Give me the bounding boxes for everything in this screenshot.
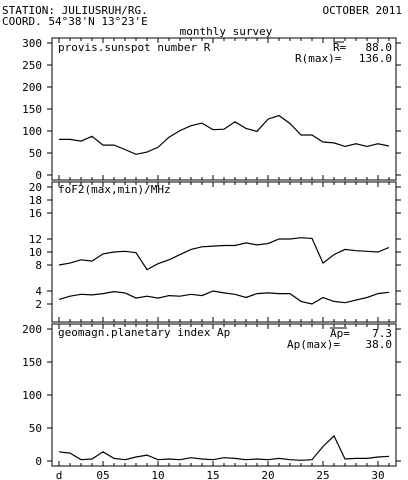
period-label: OCTOBER 2011 — [323, 4, 402, 17]
sunspot-max-value: 136.0 — [359, 52, 392, 65]
survey-label: monthly survey — [180, 25, 273, 38]
ap-max-value: 38.0 — [366, 338, 393, 351]
sunspot-panel: provis.sunspot number R R= 88.0 R(max)= … — [22, 37, 401, 182]
ap-y-tick-label: 200 — [22, 323, 42, 336]
fof2-y-tick-label: 12 — [29, 233, 42, 246]
ap-x-labels: d 05 10 15 20 25 30 — [56, 469, 385, 480]
ap-y-tick-label: 100 — [22, 389, 42, 402]
ap-x-tick-label: 15 — [206, 469, 219, 480]
ap-mean-label: Ap= — [330, 327, 350, 340]
ap-y-tick-label: 150 — [22, 356, 42, 369]
sunspot-y-tick-label: 300 — [22, 37, 42, 50]
fof2-y-tick-label: 16 — [29, 207, 42, 220]
fof2-y-tick-label: 20 — [29, 181, 42, 194]
sunspot-y-tick-label: 50 — [29, 147, 42, 160]
ap-max-label: Ap(max)= — [287, 338, 340, 351]
ap-series — [58, 434, 390, 461]
fof2-y-tick-label: 10 — [29, 246, 42, 259]
fof2-y-tick-label: 4 — [35, 285, 42, 298]
fof2-frame — [51, 181, 397, 323]
sunspot-x-ticks — [58, 38, 390, 180]
sunspot-y-tick-label: 200 — [22, 81, 42, 94]
fof2-x-ticks — [58, 182, 390, 322]
ap-x-tick-label: 25 — [316, 469, 329, 480]
sunspot-max-label: R(max)= — [295, 52, 342, 65]
ap-x-tick-label: d — [56, 469, 63, 480]
fof2-series-line-2 — [58, 290, 390, 305]
ap-x-tick-label: 20 — [261, 469, 274, 480]
sunspot-series-line-1 — [59, 114, 390, 155]
ap-x-tick-label: 05 — [96, 469, 109, 480]
sunspot-title: provis.sunspot number R — [58, 41, 211, 54]
ap-y-tick-label: 50 — [29, 422, 42, 435]
ap-x-tick-label: 30 — [371, 469, 384, 480]
ap-x-ticks — [58, 324, 390, 466]
sunspot-y-tick-label: 250 — [22, 59, 42, 72]
ap-title: geomagn.planetary index Ap — [58, 326, 230, 339]
fof2-y-tick-label: 2 — [35, 298, 42, 311]
sunspot-y-ticks: 0 50 100 150 200 250 300 — [22, 37, 401, 182]
sunspot-y-tick-label: 150 — [22, 103, 42, 116]
ap-series-line-1 — [58, 434, 390, 461]
sunspot-frame — [51, 37, 397, 181]
fof2-series — [58, 237, 390, 305]
sunspot-mean-value: 88.0 — [366, 41, 393, 54]
sunspot-y-tick-label: 0 — [35, 169, 42, 182]
coordinates-label: COORD. 54°38'N 13°23'E — [2, 15, 148, 28]
fof2-title: foF2(max,min)/MHz — [58, 183, 171, 196]
ap-y-ticks: 0 50 100 150 200 — [22, 323, 401, 468]
fof2-y-tick-label: 8 — [35, 259, 42, 272]
sunspot-series — [59, 114, 390, 155]
ap-mean-value: 7.3 — [372, 327, 392, 340]
ap-x-tick-label: 10 — [151, 469, 164, 480]
station-label: STATION: JULIUSRUH/RG. — [2, 4, 148, 17]
ap-panel: geomagn.planetary index Ap Ap= 7.3 Ap(ma… — [22, 323, 401, 480]
fof2-series-line-1 — [58, 237, 390, 271]
sunspot-y-tick-label: 100 — [22, 125, 42, 138]
fof2-y-tick-label: 18 — [29, 194, 42, 207]
ap-y-tick-label: 0 — [35, 455, 42, 468]
ap-frame — [51, 323, 397, 467]
sunspot-mean-label: R= — [333, 41, 347, 54]
